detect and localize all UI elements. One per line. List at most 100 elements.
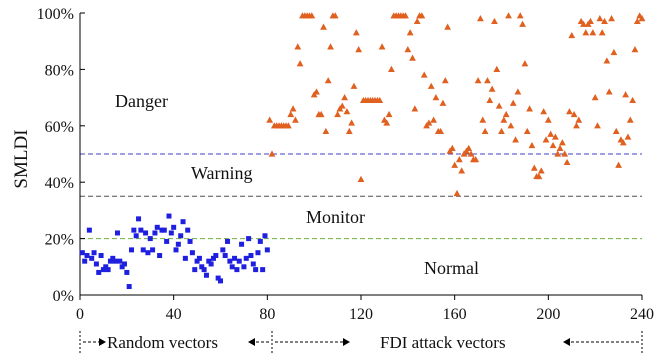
data-point-series-0 [119, 264, 125, 270]
data-point-series-1 [512, 136, 519, 143]
data-point-series-1 [638, 15, 646, 22]
data-point-series-0 [194, 258, 200, 264]
data-point-series-1 [587, 17, 594, 25]
zone-label-normal: Normal [424, 258, 479, 278]
data-point-series-1 [481, 127, 489, 135]
data-point-series-1 [631, 46, 639, 53]
data-point-series-0 [248, 253, 254, 259]
data-point-series-1 [495, 102, 503, 109]
data-point-series-0 [229, 264, 235, 270]
data-point-series-0 [218, 278, 223, 284]
data-point-series-1 [455, 156, 463, 163]
data-point-series-1 [385, 110, 393, 118]
y-tick-label: 40% [45, 175, 74, 192]
data-point-series-1 [430, 116, 437, 123]
x-tick-label: 160 [443, 306, 467, 323]
data-point-series-0 [220, 247, 226, 253]
data-point-series-1 [317, 110, 325, 118]
data-point-series-1 [378, 43, 386, 50]
data-point-series-1 [357, 175, 365, 182]
data-point-series-0 [89, 255, 95, 261]
data-point-series-0 [143, 230, 149, 236]
data-point-series-1 [338, 102, 346, 109]
data-point-series-1 [516, 12, 524, 19]
data-point-series-1 [523, 127, 531, 135]
data-point-series-1 [402, 12, 409, 19]
data-point-series-1 [528, 141, 536, 149]
data-point-series-0 [232, 255, 238, 261]
data-point-series-1 [521, 60, 529, 67]
data-point-series-1 [561, 150, 569, 157]
data-point-series-0 [150, 247, 156, 253]
data-point-series-0 [178, 233, 184, 239]
data-point-series-1 [420, 71, 428, 78]
data-point-series-0 [117, 258, 123, 264]
data-point-series-0 [129, 247, 135, 253]
random-arrowhead-right [248, 338, 255, 346]
data-point-series-1 [467, 150, 475, 157]
data-point-series-1 [589, 29, 597, 36]
data-point-series-0 [147, 236, 153, 242]
zone-label-monitor: Monitor [306, 207, 365, 227]
y-tick-label: 20% [45, 232, 74, 249]
data-point-series-0 [250, 261, 256, 267]
data-point-series-1 [287, 110, 295, 118]
data-point-series-0 [264, 247, 270, 253]
data-point-series-0 [114, 230, 120, 236]
data-point-series-1 [505, 12, 512, 19]
data-point-series-1 [345, 127, 353, 135]
data-point-series-1 [289, 105, 297, 112]
x-tick-label: 240 [630, 306, 654, 323]
y-tick-label: 60% [45, 119, 74, 136]
data-point-series-0 [107, 258, 113, 264]
data-point-series-0 [189, 250, 195, 256]
data-point-series-1 [320, 23, 327, 30]
data-point-series-0 [140, 247, 146, 253]
data-point-series-0 [187, 238, 193, 244]
data-point-series-0 [206, 258, 212, 264]
x-ticks: 0 40 80 120 160 200 240 [76, 295, 654, 323]
data-point-series-1 [488, 85, 496, 92]
data-point-series-1 [526, 105, 533, 112]
y-tick-label: 0% [53, 288, 74, 305]
data-point-series-1 [313, 88, 320, 95]
data-point-series-1 [603, 57, 611, 64]
x-tick-label: 120 [349, 306, 373, 323]
data-point-series-1 [411, 105, 419, 112]
data-point-series-1 [558, 139, 566, 146]
data-point-series-1 [448, 144, 456, 151]
data-point-series-1 [418, 12, 426, 19]
data-point-series-0 [121, 261, 127, 267]
data-point-series-1 [292, 116, 299, 123]
data-point-series-1 [413, 17, 421, 25]
data-point-series-1 [296, 60, 304, 67]
data-point-series-1 [308, 12, 316, 19]
data-point-series-1 [544, 116, 552, 123]
data-point-series-1 [556, 144, 564, 151]
data-point-series-0 [175, 241, 181, 247]
zone-label-warning: Warning [191, 163, 253, 183]
data-point-series-1 [341, 94, 349, 101]
group-label-fdi: FDI attack vectors [380, 333, 506, 352]
data-point-series-0 [110, 255, 116, 261]
data-point-series-0 [210, 255, 216, 261]
data-point-series-1 [566, 108, 573, 115]
group-label-random: Random vectors [107, 333, 218, 352]
data-point-series-0 [213, 253, 219, 259]
data-point-series-0 [225, 238, 231, 244]
data-point-series-1 [355, 46, 363, 53]
data-point-series-0 [105, 267, 111, 273]
data-point-series-0 [161, 227, 167, 233]
data-point-series-0 [145, 250, 151, 256]
data-point-series-0 [126, 284, 132, 290]
data-point-series-0 [157, 253, 163, 259]
data-point-series-1 [629, 96, 637, 104]
data-point-series-1 [615, 161, 622, 168]
data-point-series-1 [388, 65, 395, 72]
data-point-series-1 [425, 119, 433, 126]
fdi-arrowhead-left [343, 338, 350, 346]
data-point-series-0 [152, 230, 158, 236]
data-point-series-0 [241, 264, 247, 270]
data-point-series-1 [535, 172, 543, 180]
